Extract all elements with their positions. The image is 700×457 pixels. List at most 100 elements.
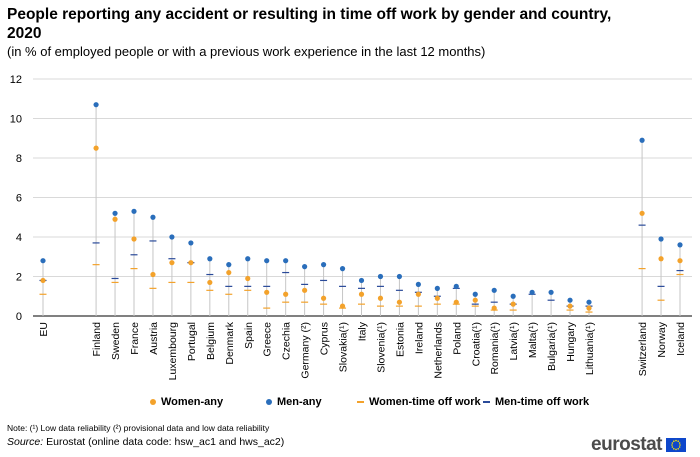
men-any-point-bulgaria [548, 289, 554, 295]
men-any-point-france [131, 208, 137, 214]
x-tick-label-germany: Germany (²) [300, 322, 312, 379]
women-any-point-norway [658, 256, 664, 262]
men-any-point-romania [491, 287, 497, 293]
x-tick-label-estonia: Estonia [394, 322, 406, 357]
men-any-point-ireland [415, 281, 421, 287]
women-any-point-finland [93, 145, 99, 151]
men-any-point-lithuania [586, 299, 592, 305]
x-tick-label-lithuania: Lithuania(¹) [584, 322, 596, 375]
chart-title: People reporting any accident or resulti… [7, 6, 612, 42]
women-any-point-denmark [226, 269, 232, 276]
men-any-point-czechia [283, 258, 289, 264]
x-tick-label-norway: Norway [656, 321, 668, 357]
x-tick-label-sweden: Sweden [110, 322, 122, 360]
women-any-point-slovakia [339, 303, 346, 309]
x-tick-label-hungary: Hungary [565, 321, 577, 361]
women-any-point-greece [264, 289, 270, 295]
women-any-point-spain [245, 275, 251, 282]
women-any-point-estonia [396, 299, 403, 305]
men-any-point-austria [150, 214, 156, 220]
y-tick-label: 0 [16, 311, 22, 323]
legend-label-men-any: Men-any [277, 396, 322, 408]
men-any-point-switzerland [639, 137, 645, 143]
women-any-point-ireland [415, 291, 421, 297]
legend-marker-women-any [150, 399, 156, 405]
x-tick-label-romania: Romania(¹) [489, 322, 501, 375]
women-any-point-austria [150, 271, 156, 278]
men-any-point-finland [93, 102, 99, 108]
women-any-point-poland [453, 299, 459, 305]
x-tick-label-czechia: Czechia [281, 322, 293, 360]
men-any-point-luxembourg [169, 234, 175, 240]
logo-text: eurostat [591, 434, 662, 455]
y-tick-label: 4 [16, 232, 22, 244]
women-any-point-lithuania [586, 305, 592, 311]
source-label: Source: [7, 436, 44, 448]
x-tick-label-denmark: Denmark [224, 321, 236, 364]
chart-subtitle: (in % of employed people or with a previ… [7, 44, 486, 59]
x-tick-label-ireland: Ireland [413, 322, 425, 354]
men-any-point-malta [529, 289, 535, 295]
men-any-point-latvia [510, 293, 516, 299]
y-tick-label: 12 [10, 74, 22, 86]
women-any-point-hungary [567, 303, 573, 309]
men-any-point-norway [658, 236, 664, 242]
chart-plot: 0 2 4 6 8 10 12 EU Finland Sweden France Austria Lux… [10, 74, 692, 381]
legend-label-men-time-off: Men-time off work [495, 396, 590, 408]
eurostat-logo: eurostat [591, 434, 686, 456]
legend-marker-men-time-off [483, 401, 490, 403]
eu-flag-icon [666, 438, 686, 452]
y-tick-label: 8 [16, 153, 22, 165]
x-tick-label-bulgaria: Bulgaria(¹) [546, 322, 558, 371]
men-any-point-slovenia [377, 273, 384, 280]
legend-item-women-time-off: Women-time off work [357, 396, 481, 408]
legend: Women-any Men-any Women-time off work Me… [0, 396, 700, 414]
men-any-point-portugal [188, 240, 194, 246]
women-any-point-germany [302, 287, 308, 293]
x-tick-label-finland: Finland [91, 322, 103, 357]
legend-item-women-any: Women-any [150, 396, 223, 408]
men-any-point-poland [453, 283, 459, 289]
men-any-point-belgium [207, 256, 213, 262]
women-any-point-cyprus [320, 295, 327, 301]
women-any-point-france [131, 236, 137, 242]
women-any-point-sweden [112, 216, 118, 222]
women-any-point-italy [358, 291, 365, 297]
x-tick-label-austria: Austria [148, 322, 160, 355]
men-any-point-italy [358, 277, 365, 284]
women-any-point-czechia [283, 291, 289, 297]
men-any-point-denmark [226, 262, 232, 268]
x-tick-label-netherlands: Netherlands [432, 322, 444, 379]
men-any-point-hungary [567, 297, 573, 303]
y-tick-label: 2 [16, 272, 22, 284]
x-tick-label-latvia: Latvia(¹) [508, 322, 520, 361]
women-any-point-belgium [207, 279, 213, 286]
y-tick-label: 10 [10, 114, 22, 126]
source-text: Eurostat (online data code: hsw_ac1 and … [43, 436, 285, 448]
men-any-point-iceland [677, 242, 683, 248]
x-tick-label-greece: Greece [262, 322, 274, 357]
men-any-point-spain [245, 256, 251, 262]
x-tick-label-italy: Italy [357, 321, 369, 341]
x-tick-label-poland: Poland [451, 322, 463, 355]
x-tick-label-luxembourg: Luxembourg [167, 322, 179, 381]
men-any-point-netherlands [434, 285, 440, 291]
women-any-point-eu [40, 277, 46, 284]
x-tick-label-croatia: Croatia(¹) [470, 322, 482, 366]
women-any-point-netherlands [434, 295, 440, 301]
legend-label-women-time-off: Women-time off work [369, 396, 481, 408]
x-tick-label-malta: Malta(¹) [527, 322, 539, 358]
legend-marker-men-any [266, 399, 272, 405]
x-tick-label-eu: EU [38, 322, 50, 337]
legend-item-men-time-off: Men-time off work [483, 396, 589, 408]
women-any-point-luxembourg [169, 260, 175, 266]
x-tick-label-france: France [129, 322, 141, 355]
x-tick-label-portugal: Portugal [186, 322, 198, 361]
x-tick-label-cyprus: Cyprus [319, 322, 331, 355]
women-any-point-slovenia [377, 295, 384, 301]
women-any-point-iceland [677, 258, 683, 264]
men-any-point-estonia [396, 273, 403, 280]
men-any-point-cyprus [320, 262, 327, 268]
men-any-point-eu [40, 258, 46, 264]
women-any-point-romania [491, 305, 497, 311]
